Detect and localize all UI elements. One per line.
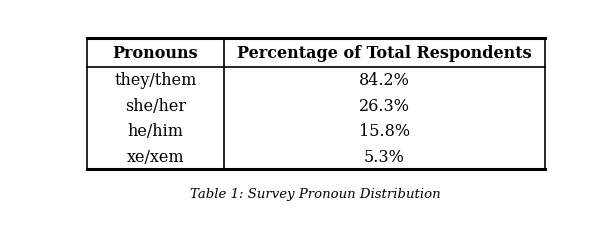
Text: she/her: she/her <box>124 97 186 114</box>
Text: 15.8%: 15.8% <box>359 123 410 140</box>
Text: 26.3%: 26.3% <box>359 97 410 114</box>
Text: 5.3%: 5.3% <box>364 148 405 165</box>
Text: Pronouns: Pronouns <box>113 45 198 62</box>
Text: he/him: he/him <box>128 123 184 140</box>
Text: xe/xem: xe/xem <box>126 148 184 165</box>
Text: they/them: they/them <box>114 72 197 89</box>
Text: Percentage of Total Respondents: Percentage of Total Respondents <box>237 45 532 62</box>
Text: Table 1: Survey Pronoun Distribution: Table 1: Survey Pronoun Distribution <box>190 187 441 200</box>
Text: 84.2%: 84.2% <box>359 72 410 89</box>
